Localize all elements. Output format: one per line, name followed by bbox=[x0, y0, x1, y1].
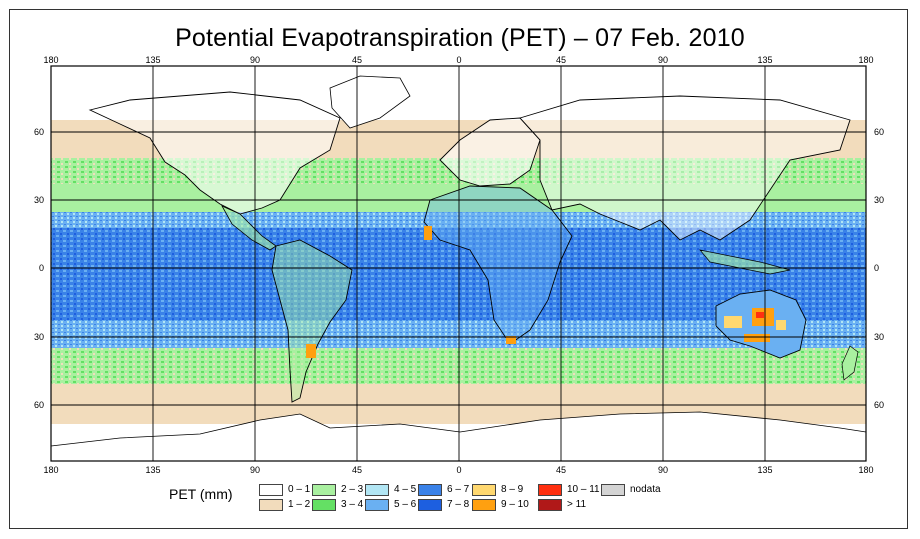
lon-tick-top: 135 bbox=[757, 55, 772, 65]
lon-tick-bottom: 90 bbox=[658, 465, 668, 475]
lat-tick-left: 0 bbox=[39, 263, 44, 273]
legend-swatch bbox=[259, 484, 283, 496]
map-title: Potential Evapotranspiration (PET) – 07 … bbox=[175, 24, 745, 52]
legend-label: 3 – 4 bbox=[341, 499, 364, 510]
legend-label: 8 – 9 bbox=[501, 484, 524, 495]
lon-tick-top: 0 bbox=[456, 55, 461, 65]
legend-label: 2 – 3 bbox=[341, 484, 364, 495]
lon-tick-bottom: 180 bbox=[43, 465, 58, 475]
lat-tick-right: 60 bbox=[874, 127, 884, 137]
legend-swatch bbox=[312, 484, 336, 496]
lon-tick-top: 180 bbox=[858, 55, 873, 65]
legend-swatch bbox=[365, 484, 389, 496]
legend-swatch bbox=[312, 499, 336, 511]
legend-label: 7 – 8 bbox=[447, 499, 470, 510]
pet-field bbox=[51, 66, 866, 461]
lon-tick-bottom: 135 bbox=[145, 465, 160, 475]
lat-tick-right: 30 bbox=[874, 195, 884, 205]
legend-label: 9 – 10 bbox=[501, 499, 529, 510]
axis-ticks: 180 135 90 45 0 45 90 135 180 180 135 90 45 0 45 90 135 1… bbox=[34, 55, 884, 475]
legend-label: 5 – 6 bbox=[394, 499, 417, 510]
lon-tick-bottom: 90 bbox=[250, 465, 260, 475]
legend-swatch bbox=[538, 484, 562, 496]
legend-label: 1 – 2 bbox=[288, 499, 311, 510]
legend-swatch bbox=[418, 499, 442, 511]
lat-tick-right: 60 bbox=[874, 400, 884, 410]
lon-tick-bottom: 0 bbox=[456, 465, 461, 475]
lon-tick-bottom: 45 bbox=[352, 465, 362, 475]
lon-tick-top: 180 bbox=[43, 55, 58, 65]
lon-tick-top: 45 bbox=[352, 55, 362, 65]
lat-tick-left: 30 bbox=[34, 332, 44, 342]
legend-swatch bbox=[365, 499, 389, 511]
legend-label: 0 – 1 bbox=[288, 484, 311, 495]
lon-tick-bottom: 135 bbox=[757, 465, 772, 475]
lon-tick-bottom: 180 bbox=[858, 465, 873, 475]
lat-tick-left: 60 bbox=[34, 400, 44, 410]
legend-swatch bbox=[472, 499, 496, 511]
lon-tick-top: 90 bbox=[658, 55, 668, 65]
legend-swatch bbox=[472, 484, 496, 496]
lat-tick-left: 30 bbox=[34, 195, 44, 205]
legend-label: 4 – 5 bbox=[394, 484, 417, 495]
lat-tick-left: 60 bbox=[34, 127, 44, 137]
figure-frame bbox=[9, 9, 908, 529]
legend-label: 6 – 7 bbox=[447, 484, 470, 495]
lon-tick-top: 90 bbox=[250, 55, 260, 65]
lon-tick-top: 45 bbox=[556, 55, 566, 65]
legend-label: nodata bbox=[630, 484, 661, 495]
lat-tick-right: 0 bbox=[874, 263, 879, 273]
legend-swatch bbox=[259, 499, 283, 511]
legend-label: > 11 bbox=[567, 499, 586, 510]
legend-swatch bbox=[418, 484, 442, 496]
legend-swatch bbox=[538, 499, 562, 511]
map-border bbox=[50, 65, 867, 462]
lon-tick-top: 135 bbox=[145, 55, 160, 65]
legend-label: 10 – 11 bbox=[567, 484, 600, 495]
legend-title: PET (mm) bbox=[169, 486, 233, 502]
legend-swatch bbox=[601, 484, 625, 496]
lon-tick-bottom: 45 bbox=[556, 465, 566, 475]
lat-tick-right: 30 bbox=[874, 332, 884, 342]
